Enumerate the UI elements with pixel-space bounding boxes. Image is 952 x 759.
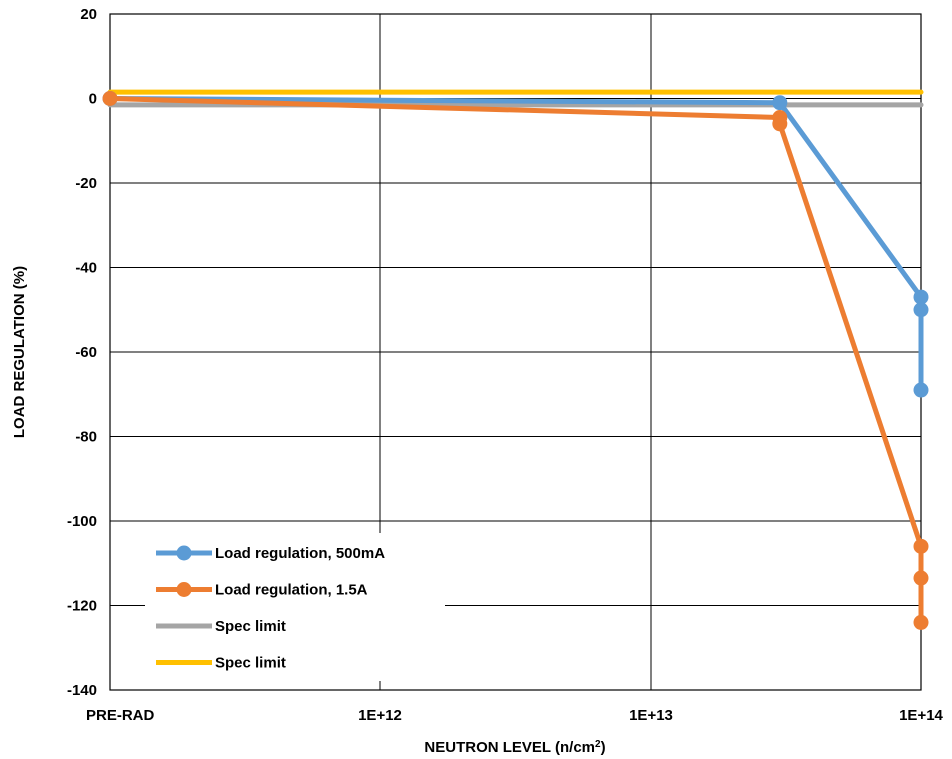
legend-item: Spec limit: [156, 655, 286, 672]
y-tick-label: -20: [75, 175, 97, 192]
y-tick-label: -100: [67, 513, 97, 530]
legend-label: Spec limit: [215, 655, 286, 672]
legend-item: Load regulation, 1.5A: [156, 582, 368, 599]
legend-swatch-marker: [176, 582, 192, 597]
y-tick-label: -80: [75, 429, 97, 446]
x-tick-labels: PRE-RAD 1E+12 1E+13 1E+14: [86, 707, 944, 724]
y-tick-label: -120: [67, 598, 97, 615]
y-tick-labels: 20 0 -20 -40 -60 -80 -100 -120 -140: [67, 6, 97, 699]
x-tick-label: PRE-RAD: [86, 707, 155, 724]
x-tick-label: 1E+13: [629, 707, 673, 724]
data-point: [913, 289, 929, 305]
y-axis-title: LOAD REGULATION (%): [11, 266, 28, 438]
x-axis-title-main: NEUTRON LEVEL (n/cm: [424, 739, 595, 756]
data-point: [102, 91, 118, 106]
x-tick-label: 1E+14: [899, 707, 943, 724]
y-tick-label: -40: [75, 260, 97, 277]
legend-label: Load regulation, 1.5A: [215, 582, 368, 599]
legend-box: [145, 533, 445, 681]
x-axis-title: NEUTRON LEVEL (n/cm2): [424, 739, 605, 757]
legend-label: Load regulation, 500mA: [215, 545, 385, 562]
legend-label: Spec limit: [215, 618, 286, 635]
x-axis-title-end: ): [601, 739, 606, 756]
legend-item: Spec limit: [156, 618, 286, 635]
data-point: [913, 538, 929, 554]
data-point: [772, 95, 788, 111]
data-point: [913, 614, 929, 630]
legend-item: Load regulation, 500mA: [156, 545, 385, 562]
data-point: [913, 382, 929, 398]
data-point: [913, 570, 929, 586]
series-1: [102, 91, 929, 630]
y-tick-label: -60: [75, 344, 97, 361]
y-tick-label: 20: [80, 6, 97, 23]
y-tick-label: 0: [89, 91, 97, 108]
legend: Load regulation, 500mA Load regulation, 1…: [145, 533, 445, 681]
y-tick-label: -140: [67, 682, 97, 699]
data-point: [772, 116, 788, 132]
x-tick-label: 1E+12: [358, 707, 402, 724]
data-point: [913, 302, 929, 318]
x-axis-title-superscript: 2: [595, 739, 601, 750]
series-layer: [102, 89, 929, 630]
series-line: [107, 96, 924, 393]
legend-swatch-marker: [176, 545, 192, 561]
